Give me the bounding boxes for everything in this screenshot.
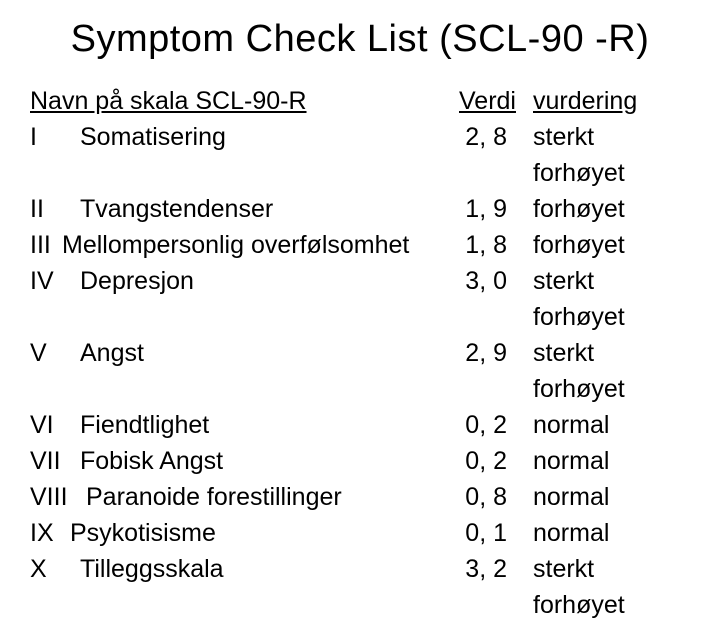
table-row: V Angst 2, 9 sterkt forhøyet bbox=[30, 335, 690, 407]
table-row: VII Fobisk Angst 0, 2 normal bbox=[30, 443, 690, 479]
row-value: 2, 8 bbox=[450, 119, 525, 191]
row-assessment: normal bbox=[525, 443, 690, 479]
table-row: I Somatisering 2, 8 sterkt forhøyet bbox=[30, 119, 690, 191]
row-name: Mellompersonlig overfølsomhet bbox=[62, 227, 450, 263]
table-row: III Mellompersonlig overfølsomhet 1, 8 f… bbox=[30, 227, 690, 263]
table-row: VIII Paranoide forestillinger 0, 8 norma… bbox=[30, 479, 690, 515]
scale-table: Navn på skala SCL-90-R Verdi vurdering I… bbox=[30, 83, 690, 623]
row-name: Fiendtlighet bbox=[80, 407, 450, 443]
row-numeral: X bbox=[30, 551, 80, 623]
row-value: 3, 2 bbox=[450, 551, 525, 623]
row-numeral: VI bbox=[30, 407, 80, 443]
row-numeral: IX bbox=[30, 515, 70, 551]
header-assessment: vurdering bbox=[525, 83, 690, 119]
row-assessment: forhøyet bbox=[525, 191, 690, 227]
table-row: X Tilleggsskala 3, 2 sterkt forhøyet bbox=[30, 551, 690, 623]
row-value: 2, 9 bbox=[450, 335, 525, 407]
table-row: VI Fiendtlighet 0, 2 normal bbox=[30, 407, 690, 443]
row-name: Depresjon bbox=[80, 263, 450, 335]
row-value: 0, 2 bbox=[450, 443, 525, 479]
row-numeral: II bbox=[30, 191, 80, 227]
row-name: Tvangstendenser bbox=[80, 191, 450, 227]
row-assessment: sterkt forhøyet bbox=[525, 335, 690, 407]
row-numeral: VII bbox=[30, 443, 80, 479]
row-assessment: sterkt forhøyet bbox=[525, 119, 690, 191]
table-row: IX Psykotisisme 0, 1 normal bbox=[30, 515, 690, 551]
table-row: II Tvangstendenser 1, 9 forhøyet bbox=[30, 191, 690, 227]
row-name: Tilleggsskala bbox=[80, 551, 450, 623]
row-numeral: III bbox=[30, 227, 62, 263]
row-numeral: VIII bbox=[30, 479, 86, 515]
page-title: Symptom Check List (SCL-90 -R) bbox=[30, 18, 690, 61]
row-assessment: sterkt forhøyet bbox=[525, 551, 690, 623]
row-assessment: normal bbox=[525, 407, 690, 443]
header-name: Navn på skala SCL-90-R bbox=[30, 83, 450, 119]
row-value: 3, 0 bbox=[450, 263, 525, 335]
row-numeral: V bbox=[30, 335, 80, 407]
row-value: 0, 8 bbox=[450, 479, 525, 515]
row-value: 0, 2 bbox=[450, 407, 525, 443]
row-assessment: normal bbox=[525, 515, 690, 551]
header-value: Verdi bbox=[450, 83, 525, 119]
table-header-row: Navn på skala SCL-90-R Verdi vurdering bbox=[30, 83, 690, 119]
row-value: 1, 8 bbox=[450, 227, 525, 263]
row-value: 1, 9 bbox=[450, 191, 525, 227]
row-name: Psykotisisme bbox=[70, 515, 450, 551]
row-assessment: forhøyet bbox=[525, 227, 690, 263]
row-name: Fobisk Angst bbox=[80, 443, 450, 479]
row-value: 0, 1 bbox=[450, 515, 525, 551]
row-assessment: normal bbox=[525, 479, 690, 515]
row-name: Angst bbox=[80, 335, 450, 407]
row-name: Somatisering bbox=[80, 119, 450, 191]
row-name: Paranoide forestillinger bbox=[86, 479, 450, 515]
table-row: IV Depresjon 3, 0 sterkt forhøyet bbox=[30, 263, 690, 335]
row-numeral: I bbox=[30, 119, 80, 191]
row-assessment: sterkt forhøyet bbox=[525, 263, 690, 335]
row-numeral: IV bbox=[30, 263, 80, 335]
